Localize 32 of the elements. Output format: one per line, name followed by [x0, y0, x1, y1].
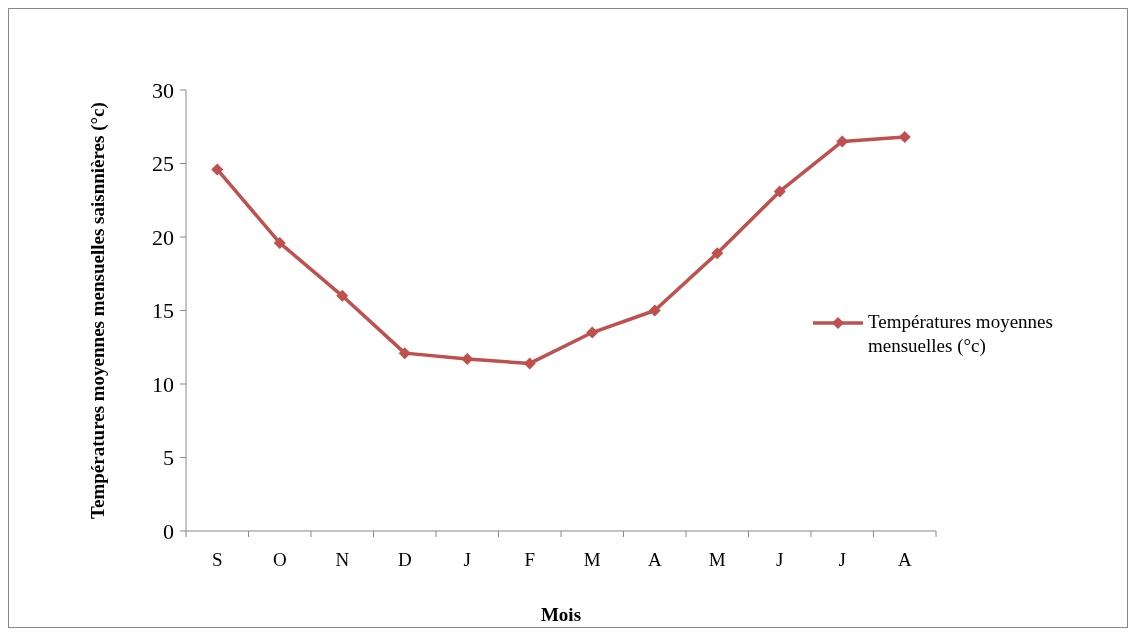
y-tick-label: 20 [152, 224, 174, 250]
point [211, 163, 224, 176]
x-tick-label: O [272, 549, 287, 570]
point [648, 304, 661, 317]
point [836, 135, 849, 148]
x-tick-label: F [524, 549, 536, 570]
point [773, 185, 786, 198]
point [586, 326, 599, 339]
y-tick-label: 30 [152, 77, 174, 103]
x-tick-label: M [708, 549, 726, 570]
x-tick-label: J [776, 549, 784, 570]
x-tick-label: D [397, 549, 412, 570]
y-tick-label: 15 [152, 298, 174, 324]
x-axis-title: Mois [540, 604, 582, 625]
point [523, 357, 536, 370]
y-tick-label: 10 [152, 371, 174, 397]
point [273, 236, 286, 249]
y-axis-title: Températures moyennes mensuelles saisnnières (°c) [85, 101, 109, 521]
legend-label: Températures moyennes mensuelles (°c) [868, 310, 1054, 358]
point [336, 289, 349, 302]
x-tick-label: A [897, 549, 912, 570]
x-tick-label: S [211, 549, 223, 570]
y-tick-label: 25 [152, 151, 174, 177]
y-tick-label: 5 [163, 445, 174, 471]
x-tick-label: J [838, 549, 846, 570]
x-tick-label: A [647, 549, 662, 570]
point [398, 347, 411, 360]
point [711, 247, 724, 260]
x-tick-label: N [335, 549, 350, 570]
x-tick-label: J [463, 549, 471, 570]
y-tick-label: 0 [163, 518, 174, 544]
x-tick-label: M [583, 549, 601, 570]
